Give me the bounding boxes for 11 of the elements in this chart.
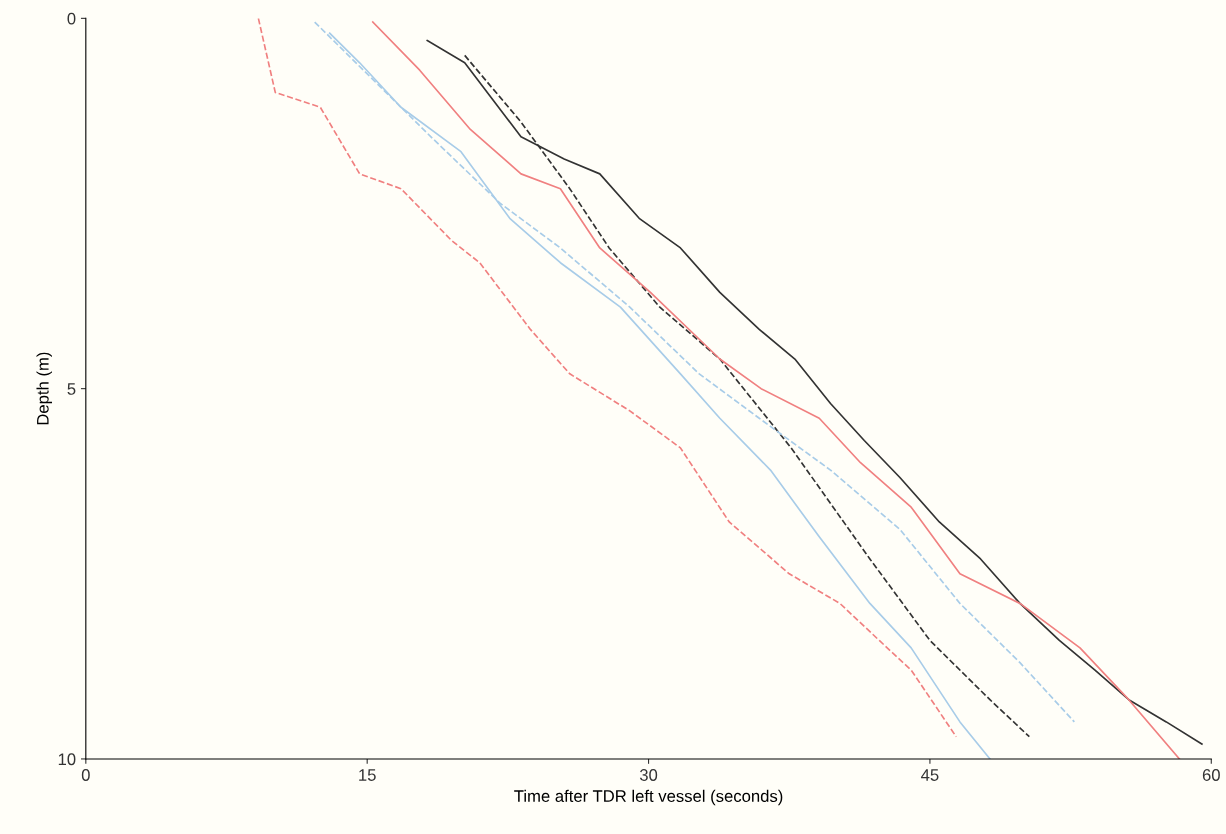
y-tick-label: 10 (58, 753, 76, 766)
x-tick-label: 30 (639, 769, 658, 781)
y-axis-title: Depth (m) (36, 352, 53, 425)
y-tick-label: 5 (67, 383, 76, 395)
x-tick-label: 15 (359, 769, 376, 781)
x-tick-label: 60 (1202, 769, 1220, 781)
x-tick-label: 0 (81, 769, 90, 781)
x-tick-label: 45 (921, 769, 939, 781)
y-tick-label: 0 (67, 12, 76, 25)
line-series (463, 54, 1031, 738)
x-axis-title: Time after TDR left vessel (seconds) (514, 789, 783, 806)
